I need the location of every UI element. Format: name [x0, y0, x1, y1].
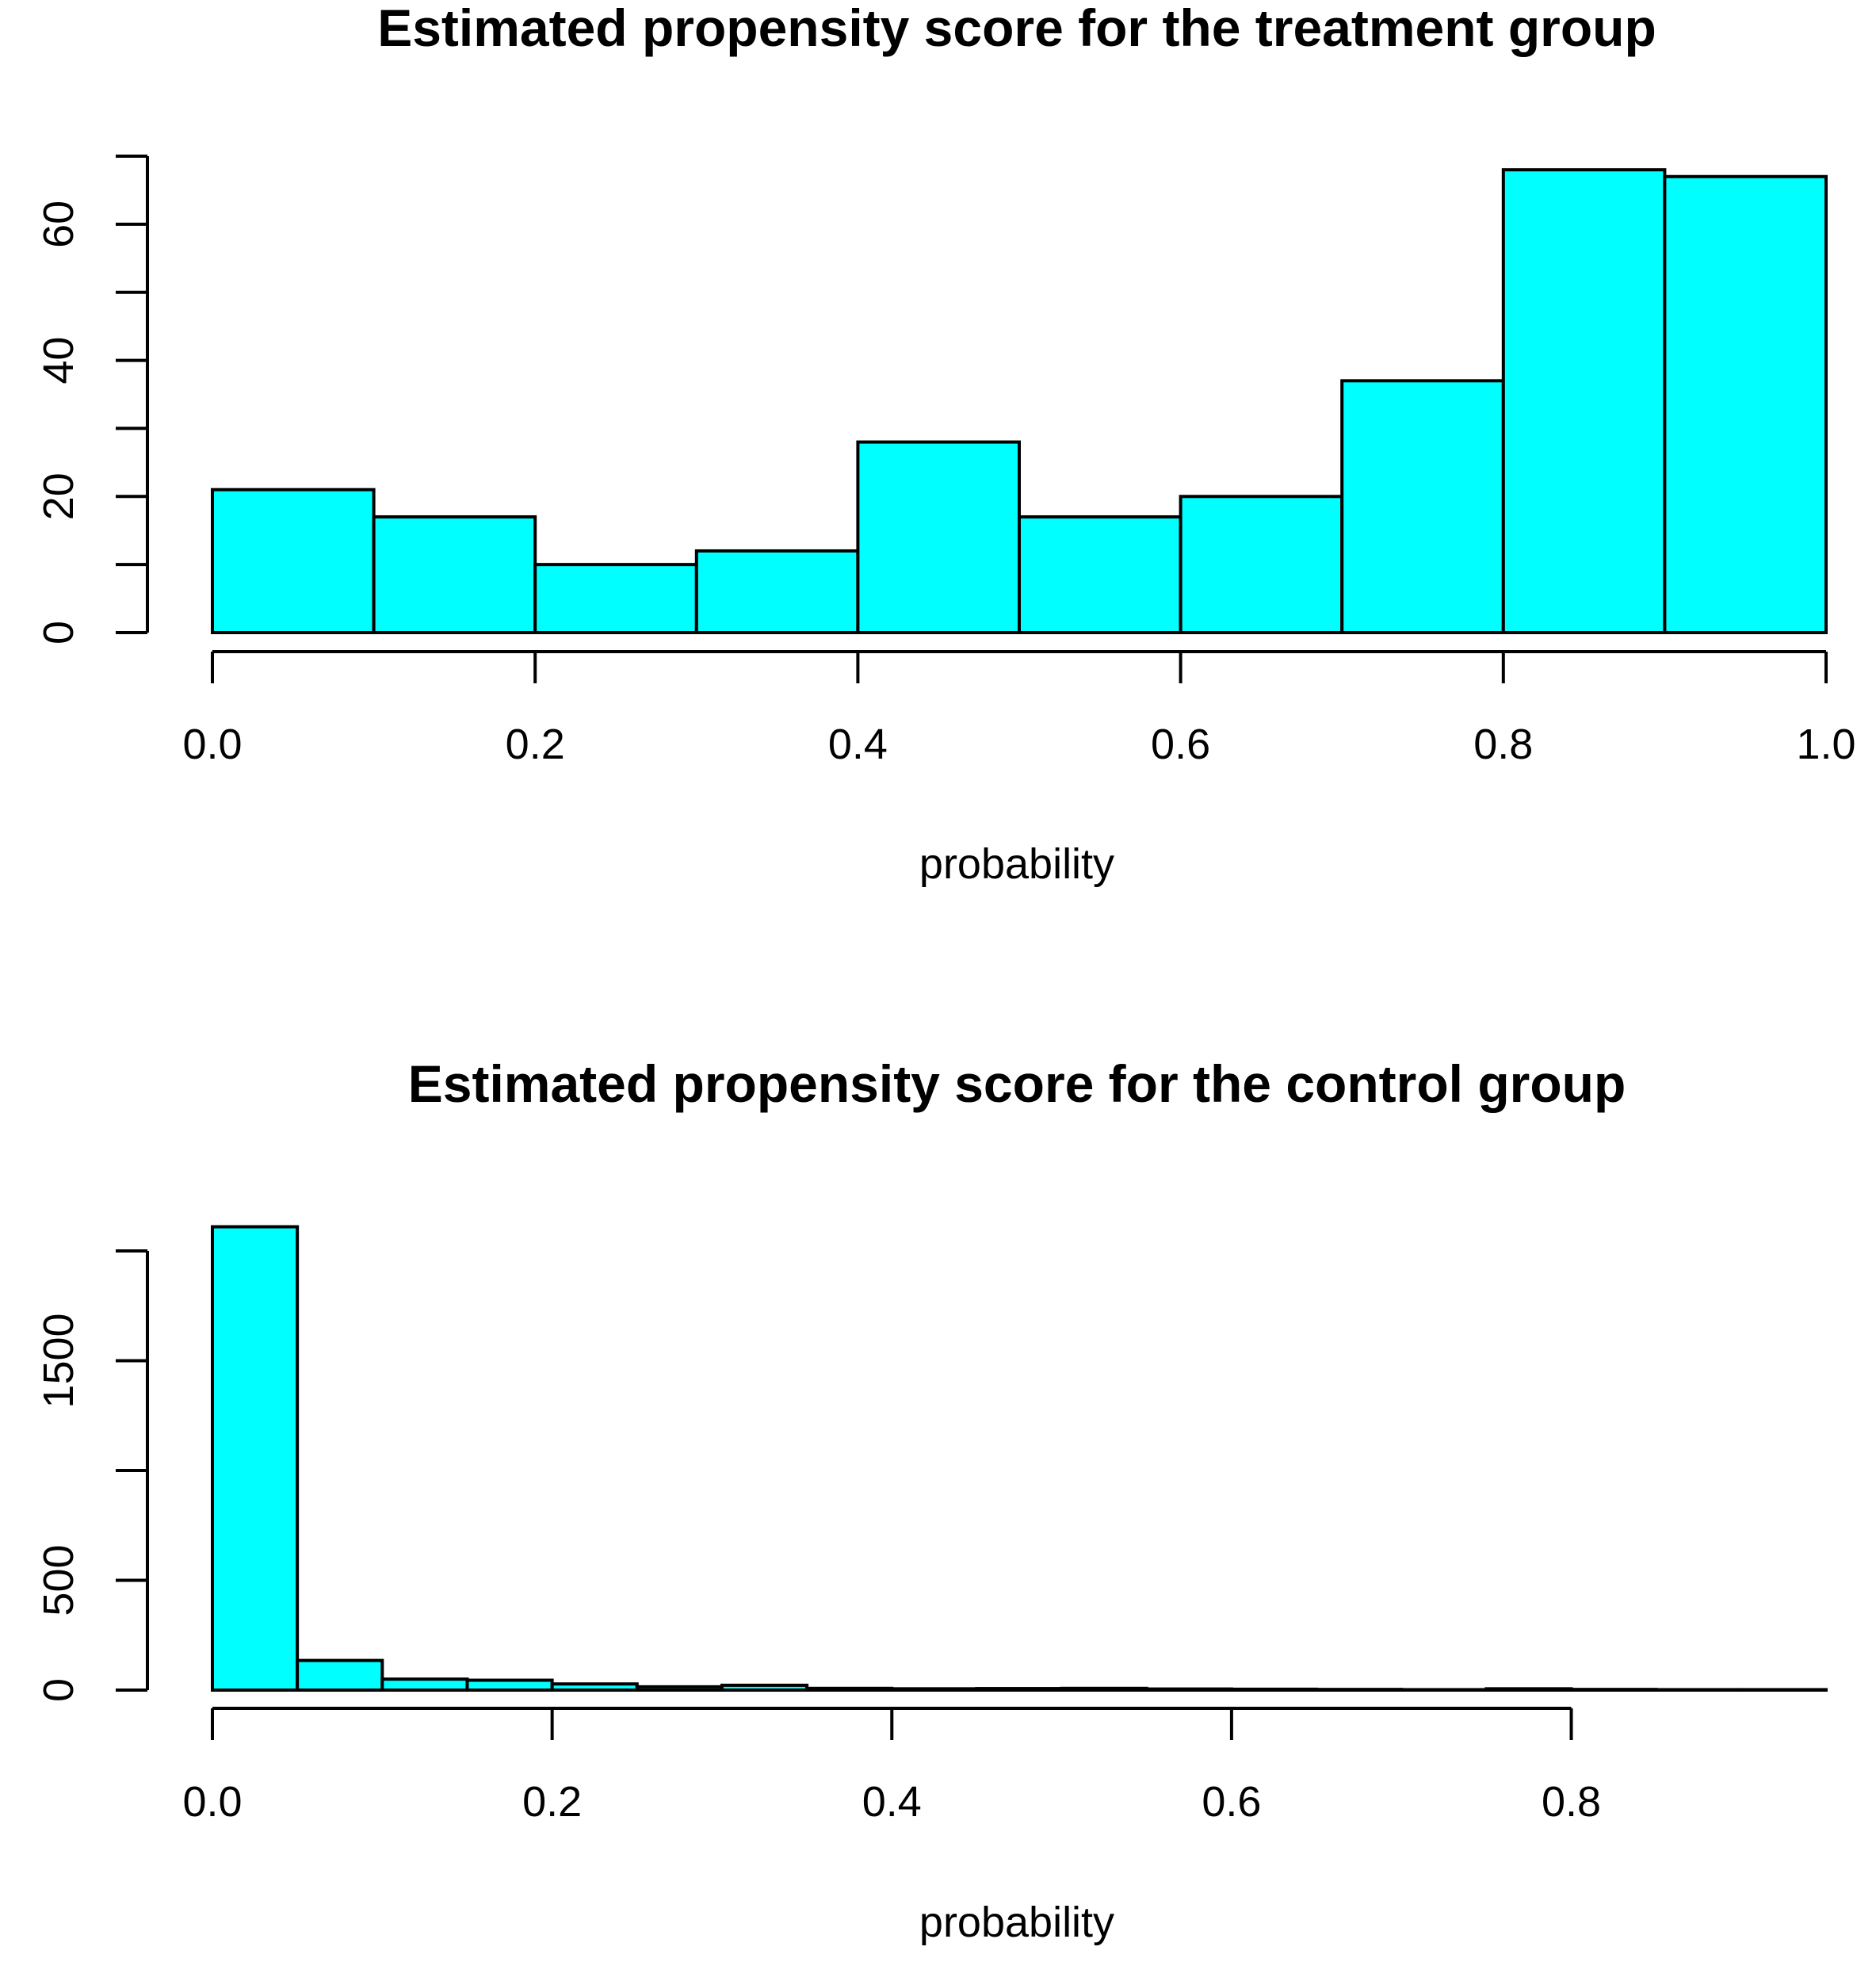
x-tick-label: 0.0 [182, 1778, 242, 1826]
histogram-bar [805, 1686, 894, 1692]
histogram-bar [550, 1682, 639, 1692]
histogram-bar [1060, 1686, 1148, 1692]
histogram-bar [1229, 1687, 1319, 1692]
histogram-bar [856, 440, 1022, 634]
histogram-bar [1484, 1687, 1573, 1692]
x-tick-label: 0.2 [506, 721, 565, 768]
histogram-bar [720, 1683, 809, 1692]
control-histogram: Estimated propensity score for the contr… [35, 1054, 1828, 1946]
histogram-bar [1501, 168, 1667, 634]
histogram-bar [1179, 495, 1344, 634]
x-tick-label: 0.4 [828, 721, 888, 768]
histogram-bar [1315, 1688, 1404, 1692]
x-tick-label: 0.0 [182, 721, 242, 768]
histogram-bar [635, 1685, 724, 1692]
x-tick-label: 0.6 [1151, 721, 1210, 768]
y-tick-label: 20 [35, 472, 82, 520]
y-tick-label: 1500 [35, 1313, 82, 1408]
histogram-bar [1654, 1688, 1743, 1692]
x-tick-label: 0.8 [1542, 1778, 1601, 1826]
y-tick-label: 40 [35, 337, 82, 384]
histogram-bar [694, 549, 860, 635]
histogram-bar [975, 1687, 1064, 1692]
y-tick-label: 500 [35, 1544, 82, 1616]
y-tick-label: 0 [35, 1678, 82, 1702]
histogram-bar [1739, 1688, 1828, 1692]
histogram-bar [1569, 1688, 1658, 1692]
histogram-bar [211, 1225, 300, 1692]
histogram-bar [890, 1687, 979, 1692]
chart-title: Estimated propensity score for the contr… [408, 1054, 1626, 1113]
histogram-bar [1144, 1687, 1233, 1692]
x-tick-label: 1.0 [1796, 721, 1855, 768]
histogram-bar [1018, 515, 1183, 634]
histogram-bar [372, 515, 537, 634]
treatment-histogram: Estimated propensity score for the treat… [35, 0, 1856, 888]
histogram-bar [1400, 1688, 1488, 1692]
histogram-bar [211, 488, 376, 635]
y-tick-label: 0 [35, 621, 82, 644]
histogram-bar [1663, 174, 1828, 634]
y-tick-label: 60 [35, 201, 82, 248]
x-axis-title: probability [919, 1899, 1114, 1946]
histogram-bar [1340, 379, 1505, 634]
histogram-bar [380, 1677, 469, 1692]
histogram-bar [533, 563, 698, 635]
histogram-bar [465, 1678, 554, 1692]
chart-title: Estimated propensity score for the treat… [377, 0, 1656, 57]
x-tick-label: 0.2 [522, 1778, 582, 1826]
x-tick-label: 0.4 [862, 1778, 922, 1826]
histogram-bar [296, 1658, 384, 1692]
x-tick-label: 0.8 [1473, 721, 1533, 768]
x-tick-label: 0.6 [1202, 1778, 1261, 1826]
x-axis-title: probability [919, 840, 1114, 888]
